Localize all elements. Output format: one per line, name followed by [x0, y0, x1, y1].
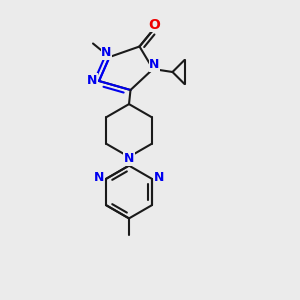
Text: N: N	[154, 171, 165, 184]
Text: N: N	[93, 171, 104, 184]
Text: O: O	[148, 18, 160, 32]
Text: N: N	[149, 58, 160, 71]
Text: N: N	[101, 46, 112, 59]
Text: N: N	[87, 74, 98, 87]
Text: N: N	[124, 152, 134, 165]
